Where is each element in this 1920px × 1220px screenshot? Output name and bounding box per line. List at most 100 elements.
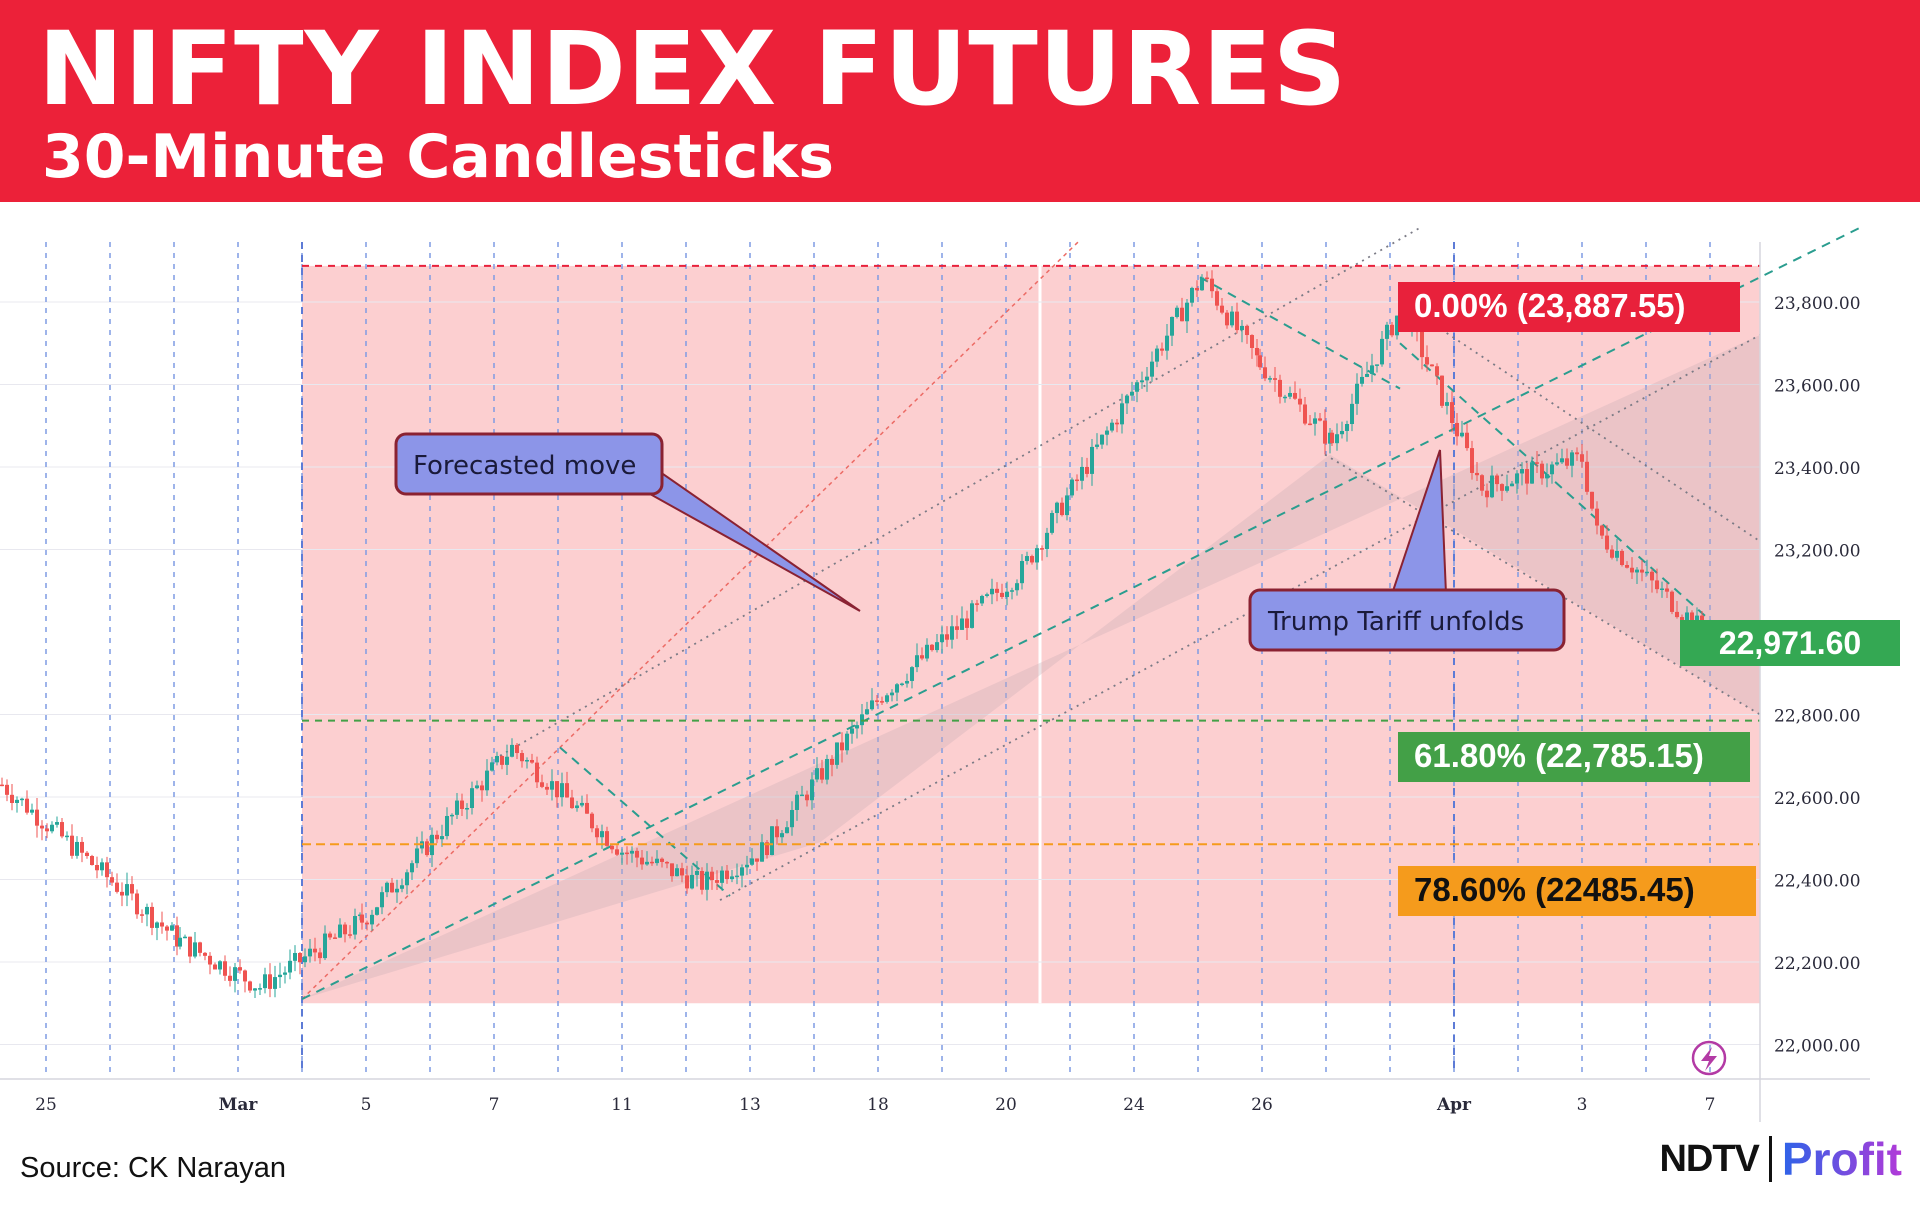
forecast-callout-box	[394, 432, 664, 496]
y-tick-label: 22,800.00	[1774, 707, 1861, 727]
candle-body	[288, 960, 292, 973]
candle-body	[1175, 307, 1179, 317]
candle-body	[1155, 348, 1159, 362]
candle-body	[160, 922, 164, 927]
fib-level-label: 0.00% (23,887.55)	[1414, 287, 1686, 324]
candle-body	[1050, 513, 1054, 533]
candle-body	[875, 700, 879, 702]
x-tick-label: 3	[1577, 1095, 1588, 1115]
candle-body	[318, 952, 322, 959]
candle-body	[580, 802, 584, 806]
candle-body	[870, 700, 874, 710]
candle-body	[238, 967, 242, 971]
candle-body	[825, 758, 829, 780]
x-tick-label: 7	[1705, 1095, 1716, 1115]
candle-body	[1165, 335, 1169, 351]
candle-body	[635, 850, 639, 858]
forecast-callout-label: Forecasted move	[413, 451, 636, 481]
candle-body	[338, 924, 342, 938]
candle-body	[950, 626, 954, 640]
candle-body	[385, 882, 389, 893]
candle-body	[595, 828, 599, 838]
candle-body	[435, 834, 439, 840]
candle-body	[1595, 508, 1599, 526]
candle-body	[665, 861, 669, 864]
candle-body	[1278, 379, 1282, 397]
candle-body	[140, 914, 144, 916]
candle-body	[680, 868, 684, 876]
candle-body	[465, 808, 469, 810]
y-tick-label: 23,400.00	[1774, 459, 1861, 479]
x-tick-label: 7	[489, 1095, 500, 1115]
candle-body	[880, 701, 884, 703]
candle-body	[780, 833, 784, 838]
candle-body	[1395, 315, 1399, 336]
candle-body	[1340, 430, 1344, 435]
candle-body	[540, 782, 544, 787]
candle-body	[1445, 402, 1449, 406]
candle-body	[515, 744, 519, 754]
candle-body	[198, 942, 202, 953]
candle-body	[35, 809, 39, 826]
candle-body	[1170, 316, 1174, 336]
candle-body	[1495, 475, 1499, 485]
candle-body	[178, 937, 182, 947]
candle-body	[323, 933, 327, 959]
last-price-box	[1680, 620, 1900, 666]
candle-body	[85, 852, 89, 857]
candle-body	[90, 856, 94, 866]
candle-body	[560, 783, 564, 798]
brand-logo: NDTV Profit	[1659, 1132, 1902, 1186]
candle-body	[1095, 444, 1099, 447]
candle-body	[585, 802, 589, 814]
candle-body	[1035, 548, 1039, 563]
candle-body	[1490, 475, 1494, 498]
candle-body	[475, 785, 479, 789]
candle-body	[865, 709, 869, 715]
candle-body	[1345, 424, 1349, 431]
candle-body	[120, 891, 124, 896]
candle-body	[308, 948, 312, 957]
candle-body	[1180, 307, 1184, 322]
candle-body	[520, 753, 524, 762]
candle-body	[750, 858, 754, 865]
candle-body	[218, 961, 222, 970]
x-tick-label: 11	[611, 1095, 633, 1115]
candle-body	[760, 842, 764, 862]
x-tick-label: 25	[35, 1095, 57, 1115]
x-tick-label: 13	[739, 1095, 761, 1115]
candle-body	[1680, 617, 1684, 621]
candle-body	[223, 961, 227, 976]
candle-body	[590, 813, 594, 829]
candle-body	[1205, 277, 1209, 280]
candle-body	[620, 852, 624, 855]
candle-body	[1110, 422, 1114, 431]
candle-body	[25, 798, 29, 813]
candle-body	[1145, 376, 1149, 381]
candle-body	[1230, 311, 1234, 326]
candle-body	[1105, 430, 1109, 435]
candle-body	[1470, 448, 1474, 473]
candle-body	[490, 762, 494, 771]
candle-body	[1460, 432, 1464, 437]
candle-body	[1245, 325, 1249, 336]
candle-body	[20, 798, 24, 801]
candle-body	[1185, 302, 1189, 322]
candle-body	[1615, 550, 1619, 558]
candle-body	[303, 956, 307, 963]
header-banner: NIFTY INDEX FUTURES 30-Minute Candlestic…	[0, 0, 1920, 202]
candle-body	[1625, 564, 1629, 568]
candle-body	[400, 885, 404, 889]
candle-body	[890, 692, 894, 696]
candle-body	[955, 626, 959, 630]
fib-level-label: 61.80% (22,785.15)	[1414, 737, 1704, 774]
candle-body	[1115, 422, 1119, 425]
candle-body	[228, 975, 232, 981]
candle-body	[1565, 458, 1569, 466]
candle-body	[1055, 502, 1059, 514]
candle-body	[495, 756, 499, 763]
candle-body	[1630, 567, 1634, 573]
candle-body	[278, 974, 282, 978]
candle-body	[1575, 452, 1579, 455]
candle-body	[555, 781, 559, 798]
